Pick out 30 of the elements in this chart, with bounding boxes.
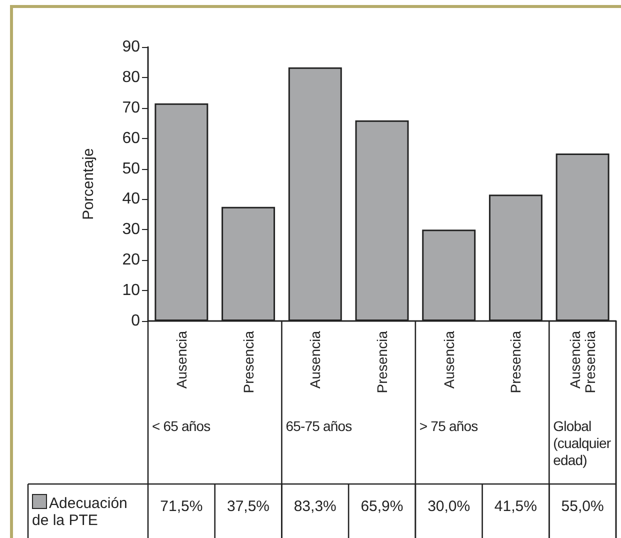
text: 65-75 años: [286, 418, 353, 435]
y-tick-label: 10: [122, 282, 140, 300]
data-label: 65,9%: [360, 498, 404, 515]
text: Global (cualquier edad): [553, 418, 612, 469]
x-tick-label: Presencia: [240, 330, 256, 394]
y-tick-label: 80: [122, 68, 140, 86]
x-tick-label: Ausencia Presencia: [567, 330, 598, 394]
data-label: 83,3%: [292, 498, 338, 515]
x-tick-label: Presencia: [374, 330, 390, 394]
data-label: 55,0%: [560, 498, 605, 515]
legend-label: Adecuación de la PTE: [32, 494, 128, 529]
x-tick-label: Presencia: [508, 330, 524, 394]
x-tick-label: Ausencia: [307, 330, 324, 389]
y-tick-label: 0: [131, 312, 140, 330]
x-tick-label: Ausencia: [173, 330, 190, 389]
data-label: 71,5%: [159, 498, 204, 515]
data-label: 41,5%: [493, 498, 538, 515]
text: > 75 años: [419, 418, 479, 435]
y-tick-label: 60: [122, 130, 140, 147]
y-tick-label: 70: [122, 99, 140, 116]
y-tick-label: 50: [122, 160, 140, 178]
x-tick-label: Ausencia: [440, 330, 457, 389]
data-label: 30,0%: [426, 498, 472, 515]
y-axis-title: Porcentaje: [80, 148, 97, 220]
y-tick-label: 40: [122, 190, 140, 208]
text: < 65 años: [152, 418, 212, 435]
y-tick-label: 20: [122, 252, 140, 269]
y-tick-label: 90: [122, 38, 140, 56]
data-label: 37,5%: [226, 498, 271, 515]
y-tick-label: 30: [122, 221, 140, 238]
